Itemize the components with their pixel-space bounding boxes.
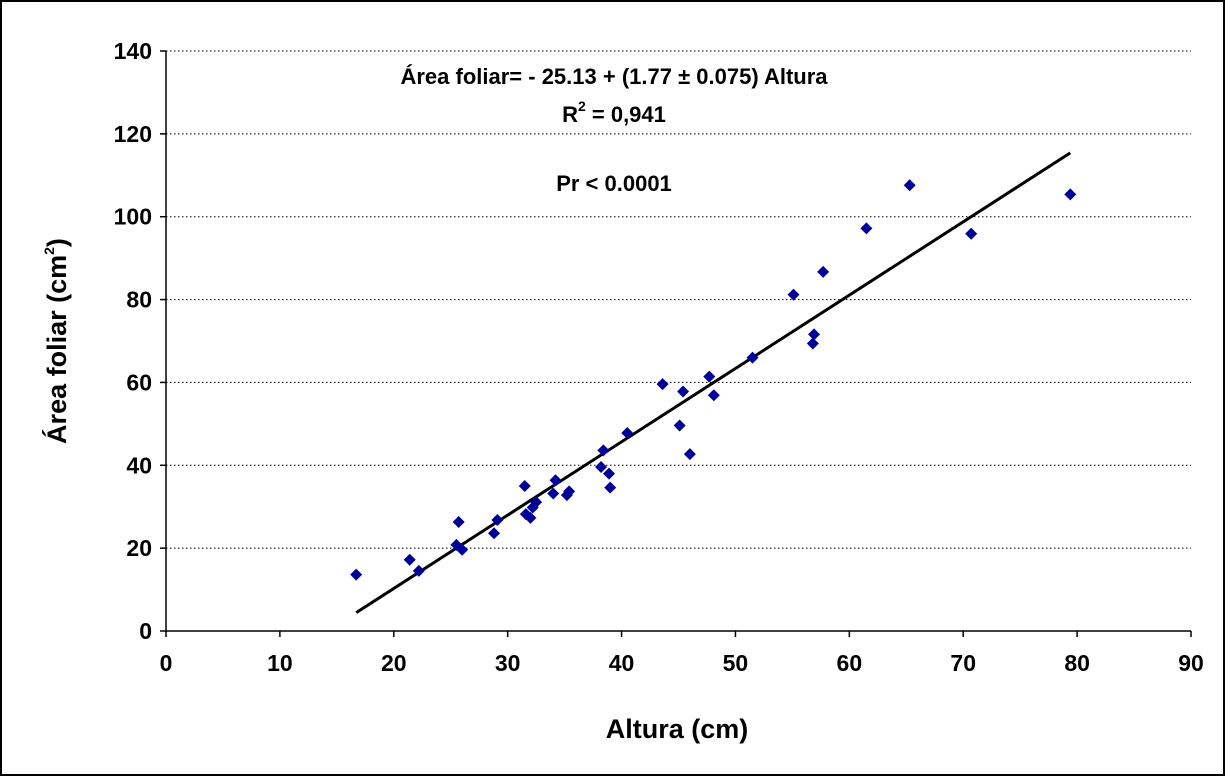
r-squared-sup: 2 [578,98,586,114]
tick-labels: 0 20 40 60 80 100 120 140 0 10 20 30 40 50 60 70 80 90 [114,38,1204,676]
y-tick-label: 100 [114,204,152,230]
data-point [350,568,363,581]
axes [160,50,1192,637]
data-points [350,179,1077,581]
x-tick-label: 20 [381,650,407,676]
data-point [1064,188,1077,201]
x-tick-label: 40 [609,650,635,676]
data-point [597,444,610,457]
data-point [673,419,686,432]
y-tick-label: 140 [114,38,152,64]
r-squared-annotation: R2 = 0,941 [562,98,666,127]
data-point [547,487,560,500]
x-tick-label: 70 [950,650,976,676]
data-point [491,513,504,526]
y-tick-label: 20 [126,535,152,561]
data-point [595,460,608,473]
data-point [412,564,425,577]
r-squared-value: = 0,941 [586,102,666,127]
data-point [677,385,690,398]
y-tick-label: 120 [114,121,152,147]
equation-annotation: Área foliar= - 25.13 + (1.77 ± 0.075) Al… [400,64,828,89]
x-tick-label: 30 [495,650,521,676]
data-point [524,511,537,524]
data-point [746,351,759,364]
data-point [806,337,819,350]
regression-line [355,151,1072,614]
y-axis-title-close: ) [42,238,72,247]
data-point [703,370,716,383]
x-tick-label: 50 [723,650,749,676]
data-point [456,543,469,556]
y-axis-title-main: Área foliar (cm [41,255,72,444]
data-point [452,516,465,529]
data-point [787,288,800,301]
gridlines [166,50,1191,549]
data-point [817,265,830,278]
data-point [518,480,531,492]
x-tick-label: 10 [267,650,293,676]
data-point [530,496,543,509]
y-tick-label: 60 [126,369,152,395]
data-point [603,467,616,480]
data-point [621,426,634,439]
x-tick-label: 0 [160,650,173,676]
data-point [488,527,500,540]
y-tick-label: 40 [126,452,152,478]
data-point [403,553,416,566]
y-tick-label: 80 [126,287,152,313]
data-point [683,448,696,461]
x-tick-label: 90 [1178,650,1204,676]
data-point [656,378,669,391]
data-point [549,474,562,487]
data-point [563,485,576,498]
r-squared-prefix: R [562,102,578,127]
data-point [903,179,916,192]
trendline-group [355,151,1072,614]
y-axis-title-sup: 2 [41,247,57,255]
data-point [860,222,873,235]
y-tick-label: 0 [139,618,152,644]
x-tick-label: 80 [1064,650,1090,676]
x-axis-title: Altura (cm) [606,714,749,744]
data-point [604,481,617,494]
x-tick-label: 60 [837,650,863,676]
data-point [808,328,821,341]
data-point [965,227,978,240]
p-value-annotation: Pr < 0.0001 [556,171,672,196]
y-axis-title: Área foliar (cm2) [41,238,72,444]
data-point [707,389,720,402]
